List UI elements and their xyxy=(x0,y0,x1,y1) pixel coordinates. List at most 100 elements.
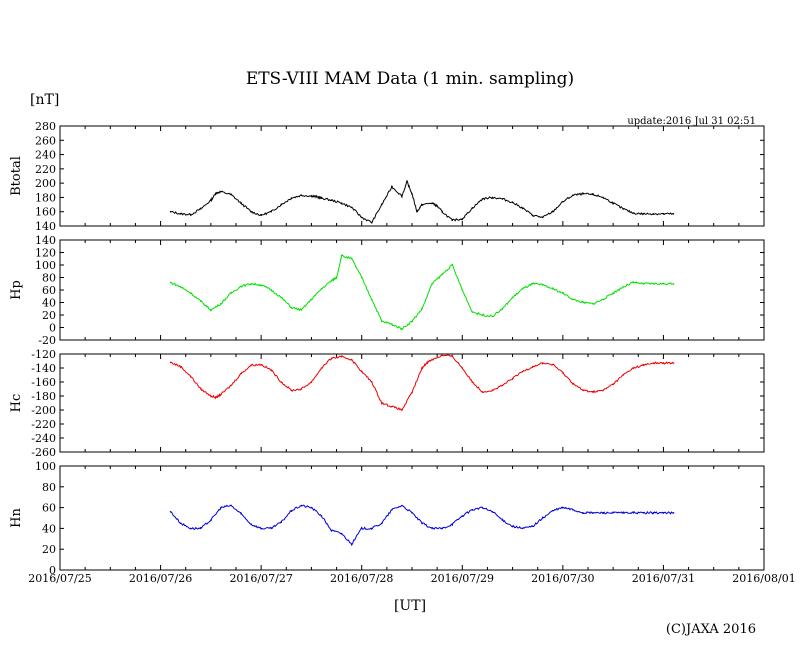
data-point xyxy=(481,198,484,200)
series-line-hc xyxy=(170,354,674,412)
data-point xyxy=(602,389,604,392)
data-point xyxy=(612,202,614,204)
data-point xyxy=(230,384,232,387)
y-tick-label: 0 xyxy=(49,564,56,577)
data-point xyxy=(632,512,635,514)
data-point xyxy=(562,372,564,374)
data-point xyxy=(371,221,373,224)
x-tick-label: 2016/07/26 xyxy=(129,572,192,585)
data-point xyxy=(501,198,504,200)
data-point xyxy=(330,529,333,532)
data-point xyxy=(371,527,373,530)
data-point xyxy=(340,532,343,535)
data-point xyxy=(220,393,222,396)
y-tick-label: 60 xyxy=(42,284,56,297)
y-tick-label: 0 xyxy=(49,322,56,335)
data-point xyxy=(360,276,363,279)
data-point xyxy=(421,203,423,206)
data-point xyxy=(330,199,333,202)
data-point xyxy=(371,298,373,301)
data-point xyxy=(381,203,383,206)
data-point xyxy=(441,210,444,213)
x-tick-label: 2016/08/01 xyxy=(732,572,795,585)
data-point xyxy=(451,523,454,525)
data-point xyxy=(250,210,252,213)
data-point xyxy=(189,292,192,294)
data-point xyxy=(320,197,323,199)
data-point xyxy=(290,197,293,199)
data-point xyxy=(612,383,614,385)
data-point xyxy=(215,396,217,399)
data-point xyxy=(582,301,584,304)
data-point xyxy=(451,355,454,357)
y-tick-label: -240 xyxy=(31,432,56,445)
data-point xyxy=(270,210,273,213)
data-point xyxy=(179,522,182,524)
data-point xyxy=(260,363,262,366)
data-point xyxy=(310,506,313,509)
data-point xyxy=(179,286,182,288)
data-point xyxy=(431,283,433,285)
data-point xyxy=(511,525,514,528)
data-point xyxy=(280,203,283,206)
data-point xyxy=(672,283,675,285)
data-point xyxy=(441,273,444,276)
y-tick-label: 40 xyxy=(42,297,56,310)
data-point xyxy=(391,508,393,511)
data-point xyxy=(210,519,212,521)
panel-label-hn: Hn xyxy=(9,508,24,528)
y-tick-label: -120 xyxy=(31,348,56,361)
data-point xyxy=(240,372,242,375)
data-point xyxy=(290,389,293,392)
data-point xyxy=(491,196,494,199)
data-point xyxy=(582,193,584,195)
y-tick-label: -260 xyxy=(31,446,56,459)
data-point xyxy=(260,527,262,530)
data-point xyxy=(541,362,544,364)
x-tick-label: 2016/07/27 xyxy=(229,572,292,585)
data-point xyxy=(360,370,363,373)
data-point xyxy=(501,519,504,521)
data-point xyxy=(531,214,534,217)
data-point xyxy=(632,281,635,284)
y-tick-label: 60 xyxy=(42,502,56,515)
y-tick-label: -200 xyxy=(31,404,56,417)
data-point xyxy=(240,285,242,288)
x-axis: 2016/07/25 2016/07/26 2016/07/27 2016/07/28… xyxy=(28,572,795,585)
data-point xyxy=(602,512,604,514)
data-point xyxy=(491,315,494,318)
data-point xyxy=(200,388,202,390)
x-tick-label: 2016/07/28 xyxy=(330,572,393,585)
data-point xyxy=(416,210,418,213)
data-point xyxy=(381,402,383,404)
y-tick-label: 20 xyxy=(42,309,56,322)
data-point xyxy=(471,508,474,511)
data-point xyxy=(240,513,242,515)
data-point xyxy=(280,521,283,523)
data-point xyxy=(230,504,232,507)
y-tick-label: 180 xyxy=(35,191,56,204)
data-point xyxy=(552,288,554,290)
data-point xyxy=(210,395,212,397)
data-point xyxy=(421,308,423,310)
data-point xyxy=(179,365,182,368)
data-point xyxy=(179,213,182,215)
data-point xyxy=(441,354,444,357)
data-point xyxy=(200,208,202,210)
y-tick-label: -160 xyxy=(31,376,56,389)
data-point xyxy=(169,281,172,284)
data-point xyxy=(270,527,273,530)
data-point xyxy=(300,388,303,390)
data-point xyxy=(169,511,172,513)
panel-hc: -120-140-160-180-200-220-240-260 Hc xyxy=(9,348,765,459)
data-point xyxy=(461,367,464,369)
data-point xyxy=(511,377,514,380)
y-tick-label: -220 xyxy=(31,418,56,431)
data-point xyxy=(260,284,262,286)
data-point xyxy=(562,292,564,294)
data-point xyxy=(572,508,574,511)
data-point xyxy=(189,527,192,530)
data-point xyxy=(401,409,403,411)
